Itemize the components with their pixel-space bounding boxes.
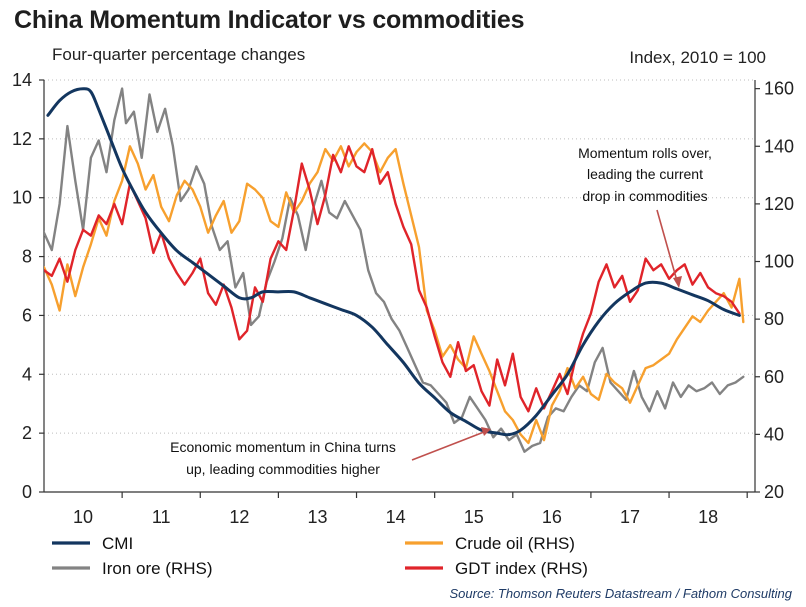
- annotation-arrow-top: [656, 209, 678, 282]
- annotation-arrowhead-bottom: [481, 427, 491, 436]
- left-tick-label: 8: [22, 247, 32, 267]
- right-tick-label: 60: [764, 367, 784, 387]
- right-tick-label: 140: [764, 136, 794, 156]
- annotation-momentum-rolls-over-line-1: Momentum rolls over,: [578, 145, 712, 161]
- legend-label-crude-oil-rhs: Crude oil (RHS): [455, 534, 575, 553]
- left-tick-label: 14: [12, 70, 32, 90]
- right-tick-label: 80: [764, 309, 784, 329]
- legend-label-iron-ore-rhs: Iron ore (RHS): [102, 559, 213, 578]
- x-tick-label: 10: [73, 507, 93, 527]
- annotation-momentum-rolls-over-line-3: drop in commodities: [582, 188, 707, 204]
- left-tick-label: 4: [22, 364, 32, 384]
- right-tick-label: 40: [764, 424, 784, 444]
- series-lines: [44, 87, 745, 453]
- series-line-gdt-index-rhs: [44, 145, 741, 413]
- x-tick-label: 18: [698, 507, 718, 527]
- left-axis-unit-label: Four-quarter percentage changes: [52, 45, 306, 64]
- gridlines: [44, 79, 755, 434]
- legend-label-gdt-index-rhs: GDT index (RHS): [455, 559, 588, 578]
- x-tick-label: 14: [386, 507, 406, 527]
- series-line-crude-oil-rhs: [44, 142, 745, 445]
- right-axis-unit-label: Index, 2010 = 100: [629, 48, 766, 67]
- x-tick-label: 12: [229, 507, 249, 527]
- series-line-cmi: [46, 87, 741, 437]
- x-tick-label: 16: [542, 507, 562, 527]
- series-line-iron-ore-rhs: [44, 87, 745, 453]
- right-tick-label: 20: [764, 482, 784, 502]
- left-tick-label: 2: [22, 423, 32, 443]
- chart-title: China Momentum Indicator vs commodities: [14, 6, 525, 34]
- annotation-momentum-turns-up-line-1: Economic momentum in China turns: [170, 439, 396, 455]
- x-tick-label: 17: [620, 507, 640, 527]
- left-tick-label: 6: [22, 305, 32, 325]
- annotation-arrowhead-top: [673, 276, 682, 288]
- x-tick-label: 15: [464, 507, 484, 527]
- legend: Iron ore (RHS) Crude oil (RHS) GDT index (…: [52, 534, 588, 578]
- annotation-momentum-rolls-over-line-2: leading the current: [587, 166, 703, 182]
- right-tick-label: 160: [764, 79, 794, 99]
- axes: 0 2 4 6 8 10 12 14 20 40 60 80 100 120 140 160 10 11 12 13 1…: [12, 70, 794, 527]
- annotation-arrow-bottom: [411, 431, 485, 461]
- right-tick-label: 120: [764, 194, 794, 214]
- left-tick-label: 10: [12, 188, 32, 208]
- annotation-momentum-turns-up-line-2: up, leading commodities higher: [186, 461, 380, 477]
- left-tick-label: 0: [22, 482, 32, 502]
- right-tick-label: 100: [764, 252, 794, 272]
- annotations: Momentum rolls over, leading the current…: [170, 145, 712, 477]
- left-tick-label: 12: [12, 129, 32, 149]
- source-note: Source: Thomson Reuters Datastream / Fat…: [449, 586, 792, 601]
- legend-label-cmi: CMI: [102, 534, 133, 553]
- x-tick-label: 13: [307, 507, 327, 527]
- x-tick-label: 11: [152, 507, 171, 527]
